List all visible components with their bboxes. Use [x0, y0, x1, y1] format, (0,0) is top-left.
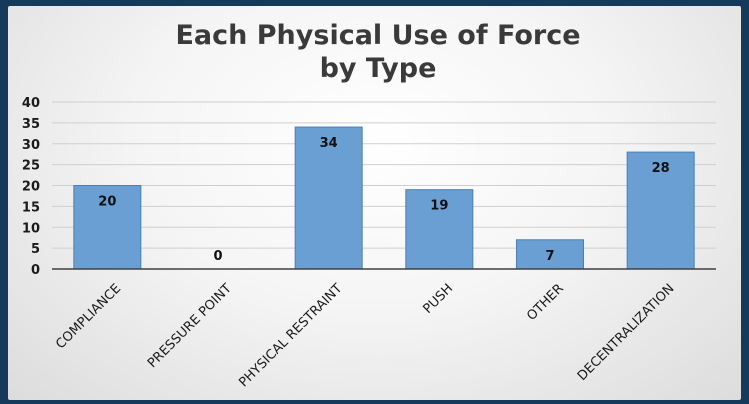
y-tick-label: 20	[22, 180, 40, 195]
bar	[405, 189, 474, 270]
category-labels: COMPLIANCE PRESSURE POINT PHYSICAL RESTRAI…	[53, 281, 677, 390]
data-label: 19	[430, 199, 448, 214]
chart-panel: Each Physical Use of Force by Type 0 5 10 1…	[8, 6, 741, 400]
data-label: 34	[320, 136, 338, 151]
bar	[73, 185, 142, 270]
y-tick-label: 40	[22, 96, 40, 111]
data-label: 7	[545, 249, 554, 264]
y-tick-label: 0	[31, 263, 40, 278]
y-tick-label: 10	[22, 221, 40, 236]
category-label: PUSH	[421, 281, 457, 317]
y-tick-label: 25	[22, 159, 40, 174]
chart-title-line-2: by Type	[320, 53, 437, 84]
gridlines	[52, 101, 716, 249]
bar	[294, 126, 363, 270]
bar	[626, 151, 695, 270]
category-label: PHYSICAL RESTRAINT	[236, 281, 345, 390]
data-label: 0	[213, 249, 222, 264]
category-label: DECENTRALIZATION	[575, 281, 678, 384]
data-labels: 20 0 34 19 7 28	[98, 136, 669, 264]
chart-title: Each Physical Use of Force by Type	[175, 20, 580, 84]
y-tick-label: 5	[31, 242, 40, 257]
y-tick-label: 30	[22, 138, 40, 153]
category-label: OTHER	[524, 281, 567, 324]
bars	[73, 126, 695, 270]
bar-chart: Each Physical Use of Force by Type 0 5 10 1…	[22, 20, 716, 390]
data-label: 28	[652, 161, 670, 176]
category-label: COMPLIANCE	[53, 281, 124, 352]
chart-title-line-1: Each Physical Use of Force	[175, 20, 580, 51]
y-axis-ticks: 0 5 10 15 20 25 30 35 40	[22, 96, 40, 278]
data-label: 20	[98, 195, 116, 210]
bar	[516, 239, 584, 270]
category-label: PRESSURE POINT	[145, 281, 235, 371]
y-tick-label: 35	[22, 117, 40, 132]
y-tick-label: 15	[22, 200, 40, 215]
